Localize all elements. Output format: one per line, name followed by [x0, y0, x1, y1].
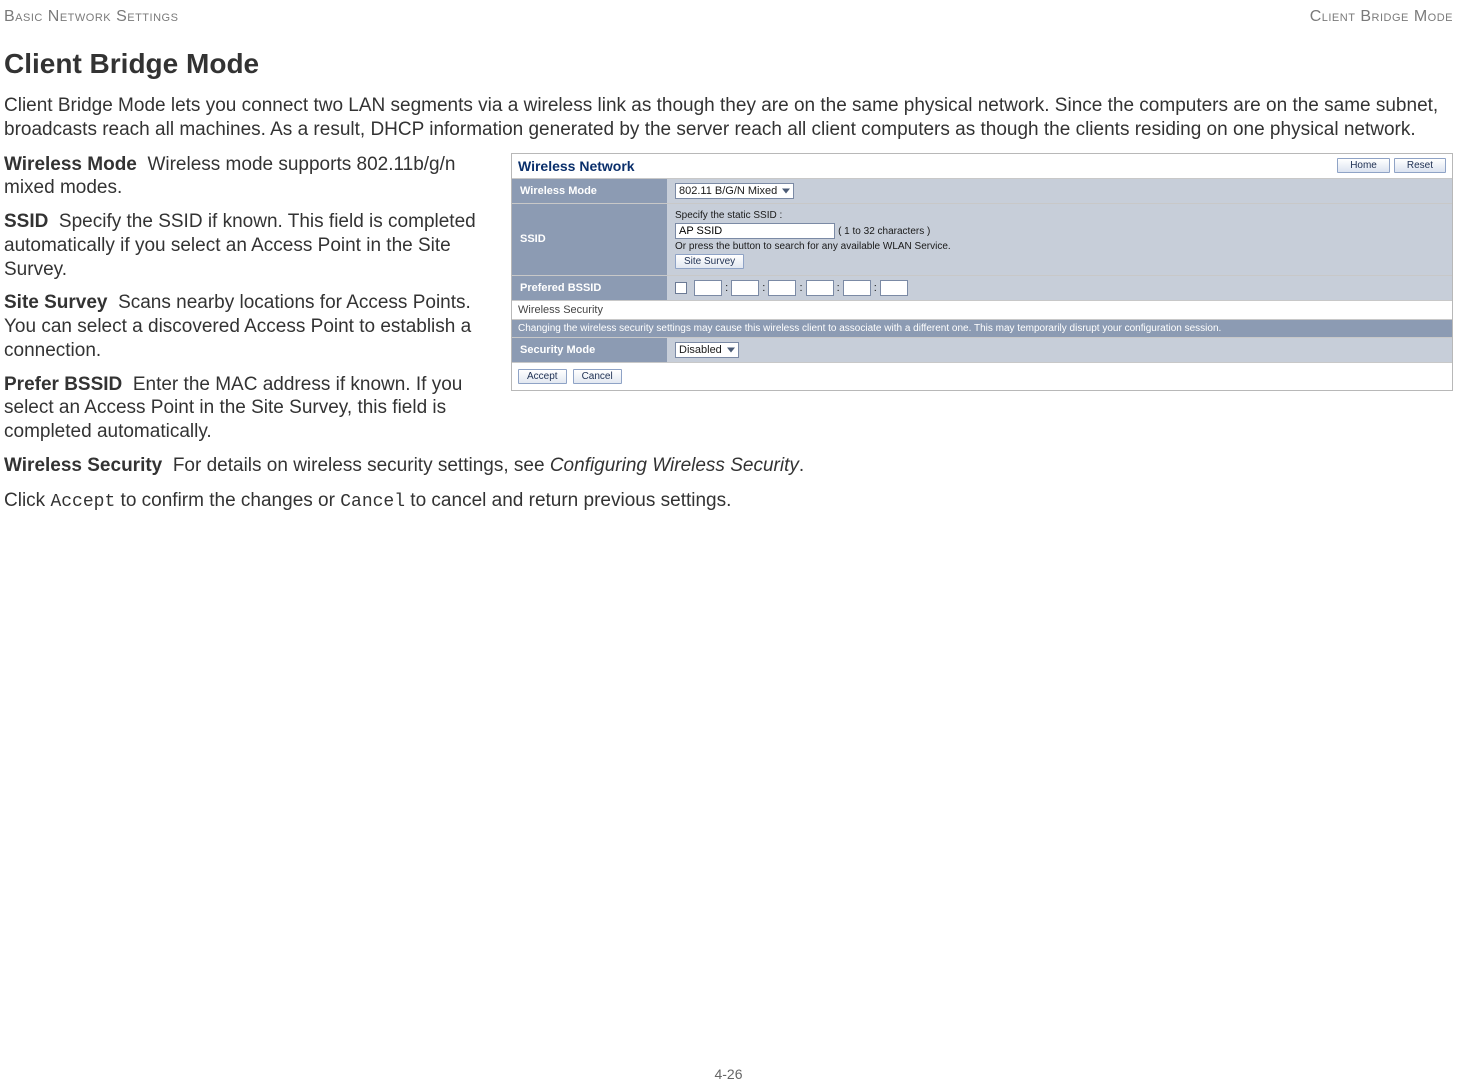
cancel-button[interactable]: Cancel: [573, 369, 622, 384]
ssid-static-caption: Specify the static SSID :: [675, 210, 1444, 221]
def-prefer-bssid: Prefer BSSID Enter the MAC address if kn…: [4, 373, 499, 444]
bssid-octet-1[interactable]: [694, 280, 722, 296]
wireless-security-heading: Wireless Security: [512, 301, 1452, 320]
label-wireless-mode: Wireless Mode: [512, 179, 667, 203]
bssid-octet-4[interactable]: [806, 280, 834, 296]
page-number: 4-26: [714, 1066, 742, 1082]
site-survey-button[interactable]: Site Survey: [675, 254, 744, 269]
home-button[interactable]: Home: [1337, 158, 1390, 173]
bssid-octet-2[interactable]: [731, 280, 759, 296]
bssid-octet-3[interactable]: [768, 280, 796, 296]
select-security-mode[interactable]: Disabled: [675, 342, 739, 358]
bssid-octet-5[interactable]: [843, 280, 871, 296]
page-title: Client Bridge Mode: [0, 26, 1457, 94]
label-security-mode: Security Mode: [512, 338, 667, 362]
security-warning: Changing the wireless security settings …: [512, 320, 1452, 338]
ssid-search-caption: Or press the button to search for any av…: [675, 241, 1444, 252]
label-ssid: SSID: [512, 204, 667, 275]
select-wireless-mode[interactable]: 802.11 B/G/N Mixed: [675, 183, 794, 199]
label-prefered-bssid: Prefered BSSID: [512, 276, 667, 300]
panel-title: Wireless Network: [518, 158, 635, 174]
def-ssid: SSID Specify the SSID if known. This fie…: [4, 210, 499, 281]
intro-paragraph: Client Bridge Mode lets you connect two …: [0, 94, 1457, 153]
wireless-network-panel: Wireless Network Home Reset Wireless Mod…: [511, 153, 1453, 391]
bssid-octet-6[interactable]: [880, 280, 908, 296]
header-right: Client Bridge Mode: [1310, 8, 1453, 26]
def-wireless-security: Wireless Security For details on wireles…: [4, 454, 1453, 479]
ssid-hint: ( 1 to 32 characters ): [838, 226, 930, 237]
def-wireless-mode: Wireless Mode Wireless mode supports 802…: [4, 153, 499, 201]
reset-button[interactable]: Reset: [1394, 158, 1446, 173]
header-left: Basic Network Settings: [4, 8, 178, 26]
accept-button[interactable]: Accept: [518, 369, 567, 384]
bssid-checkbox[interactable]: [675, 282, 687, 294]
ssid-input[interactable]: [675, 223, 835, 239]
def-site-survey: Site Survey Scans nearby locations for A…: [4, 291, 499, 362]
closing-instruction: Click Accept to confirm the changes or C…: [4, 489, 1453, 514]
